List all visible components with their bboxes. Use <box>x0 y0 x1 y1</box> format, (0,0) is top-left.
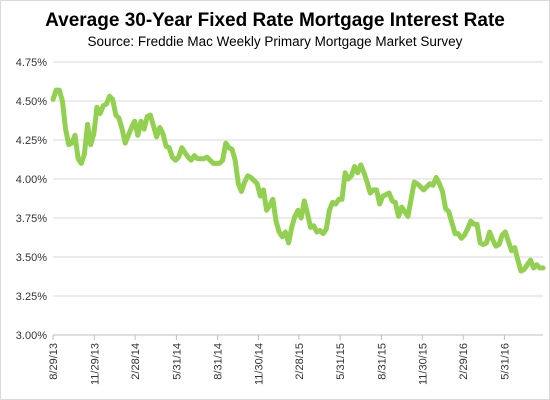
x-tick-label: 2/28/15 <box>294 343 306 380</box>
x-tick-label: 8/29/13 <box>48 343 60 380</box>
y-tick-label: 3.75% <box>16 213 47 225</box>
chart-subtitle: Source: Freddie Mac Weekly Primary Mortg… <box>87 34 463 49</box>
x-tick-label: 2/29/16 <box>458 343 470 380</box>
y-tick-label: 4.75% <box>16 57 47 69</box>
x-tick-label: 5/31/16 <box>499 343 511 380</box>
x-tick-label: 5/31/14 <box>171 343 183 380</box>
series-line <box>50 87 546 274</box>
x-tick-label: 5/31/15 <box>335 343 347 380</box>
x-tick-label: 11/29/13 <box>89 343 101 385</box>
y-tick-label: 3.25% <box>16 291 47 303</box>
x-tick-label: 8/31/14 <box>213 343 225 380</box>
y-tick-label: 4.00% <box>16 174 47 186</box>
x-tick-label: 11/30/14 <box>254 343 266 385</box>
y-tick-label: 3.00% <box>16 330 47 342</box>
y-tick-label: 4.50% <box>16 96 47 108</box>
x-tick-label: 2/28/14 <box>130 343 142 380</box>
y-tick-label: 3.50% <box>16 252 47 264</box>
chart-title: Average 30-Year Fixed Rate Mortgage Inte… <box>45 10 505 31</box>
x-tick-label: 8/31/15 <box>376 343 388 380</box>
y-tick-label: 4.25% <box>16 135 47 147</box>
x-tick-label: 11/30/15 <box>417 343 429 385</box>
